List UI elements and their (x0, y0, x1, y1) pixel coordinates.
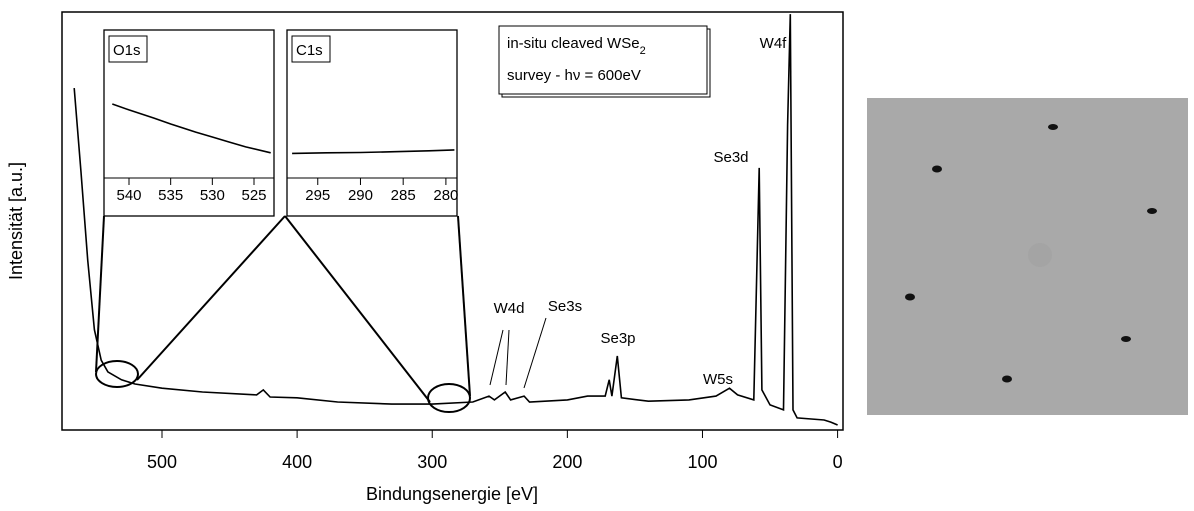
leed-image (867, 98, 1188, 415)
zoom-indicators (96, 216, 470, 412)
x-tick-label: 285 (391, 187, 416, 204)
x-tick-label: 0 (833, 452, 843, 472)
y-axis-title: Intensität [a.u.] (6, 162, 26, 280)
pointer (506, 330, 509, 385)
leed-spot (905, 294, 915, 301)
x-axis-title: Bindungsenergie [eV] (366, 484, 538, 504)
leed-spot (1048, 124, 1058, 130)
x-tick-label: 535 (158, 187, 183, 204)
leed-spot (1121, 336, 1131, 342)
zoom-line (96, 216, 104, 372)
inset-title: O1s (113, 42, 141, 59)
subscript: 2 (640, 45, 646, 57)
x-tick-label: 295 (305, 187, 330, 204)
x-tick-label: 200 (552, 452, 582, 472)
x-tick-label: 540 (116, 187, 141, 204)
peak-label: W4d (494, 300, 525, 317)
zoom-ellipse (428, 384, 470, 412)
peak-label: W5s (703, 371, 733, 388)
x-tick-label: 500 (147, 452, 177, 472)
peak-label: Se3s (548, 298, 582, 315)
x-tick-label: 530 (200, 187, 225, 204)
zoom-line (458, 216, 470, 396)
x-tick-label: 525 (241, 187, 266, 204)
leed-spot (932, 166, 942, 173)
pointer (490, 330, 503, 385)
peak-pointers (490, 318, 546, 388)
x-tick-label: 400 (282, 452, 312, 472)
x-tick-label: 100 (687, 452, 717, 472)
zoom-line (137, 216, 285, 380)
pointer (524, 318, 546, 388)
leed-background (867, 98, 1188, 415)
text: in-situ cleaved WSe (507, 35, 640, 52)
peak-label: Se3p (600, 330, 635, 347)
zoom-line (285, 216, 430, 402)
text-box-line: survey - hν = 600eV (507, 67, 641, 84)
leed-center (1028, 243, 1052, 267)
leed-spot (1002, 376, 1012, 383)
inset-title: C1s (296, 42, 323, 59)
x-tick-label: 280 (433, 187, 458, 204)
leed-spot (1147, 208, 1157, 214)
x-tick-label: 300 (417, 452, 447, 472)
peak-label: W4f (760, 35, 788, 52)
x-tick-label: 290 (348, 187, 373, 204)
figure: O1s C1s in-situ cleaved WSe2 survey - hν… (0, 0, 1194, 506)
peak-label: Se3d (713, 149, 748, 166)
